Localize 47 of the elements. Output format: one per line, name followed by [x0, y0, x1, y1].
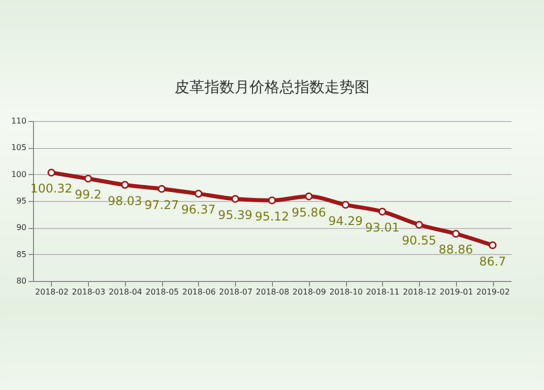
x-tick-label: 2018-09 [292, 288, 326, 296]
data-label: 98.03 [108, 194, 142, 208]
point [488, 241, 497, 250]
point [158, 184, 166, 193]
point [452, 230, 460, 238]
x-tick-label: 2018-11 [366, 288, 400, 296]
x-tick-label: 2018-04 [108, 288, 142, 296]
data-label: 95.12 [254, 209, 290, 224]
x-tick-label: 2018-02 [35, 288, 69, 296]
data-label: 93.01 [365, 220, 400, 235]
data-label: 97.27 [144, 198, 179, 212]
x-tick-label: 2018-07 [219, 288, 252, 296]
data-label: 95.86 [292, 205, 326, 220]
data-label: 96.37 [181, 202, 216, 217]
x-tick-label: 2019-02 [476, 288, 510, 296]
point [415, 220, 423, 229]
y-tick-label: 110 [11, 116, 26, 126]
point [84, 174, 92, 183]
data-label: 100.32 [30, 182, 72, 196]
y-tick-label: 85 [16, 250, 26, 259]
y-tick-label: 80 [16, 276, 26, 286]
x-tick-label: 2018-05 [145, 288, 179, 296]
point [378, 208, 386, 216]
y-tick-label: 95 [16, 196, 26, 206]
x-tick-label: 2018-03 [72, 288, 106, 296]
point [268, 196, 276, 204]
point [121, 180, 129, 189]
point [304, 192, 313, 200]
x-tick-label: 2018-10 [329, 288, 363, 296]
point [47, 168, 56, 177]
data-label: 88.86 [438, 242, 474, 257]
x-tick-label: 2018-06 [182, 288, 216, 296]
y-tick-label: 90 [16, 223, 26, 232]
x-tick-label: 2019-01 [440, 288, 474, 296]
x-tick-label: 2018-08 [256, 288, 290, 296]
data-label: 95.39 [218, 208, 252, 222]
data-label: 90.55 [402, 234, 436, 248]
chart-title: 皮革指数月价格总指数走势图 [174, 78, 370, 96]
point [231, 195, 240, 203]
data-label: 94.29 [328, 214, 363, 228]
y-tick-label: 100 [11, 170, 26, 179]
point [194, 190, 202, 198]
point [342, 200, 350, 209]
x-tick-label: 2018-12 [402, 288, 436, 296]
data-label: 99.2 [74, 188, 102, 202]
data-label: 86.7 [479, 254, 506, 268]
y-tick-label: 105 [11, 143, 26, 152]
